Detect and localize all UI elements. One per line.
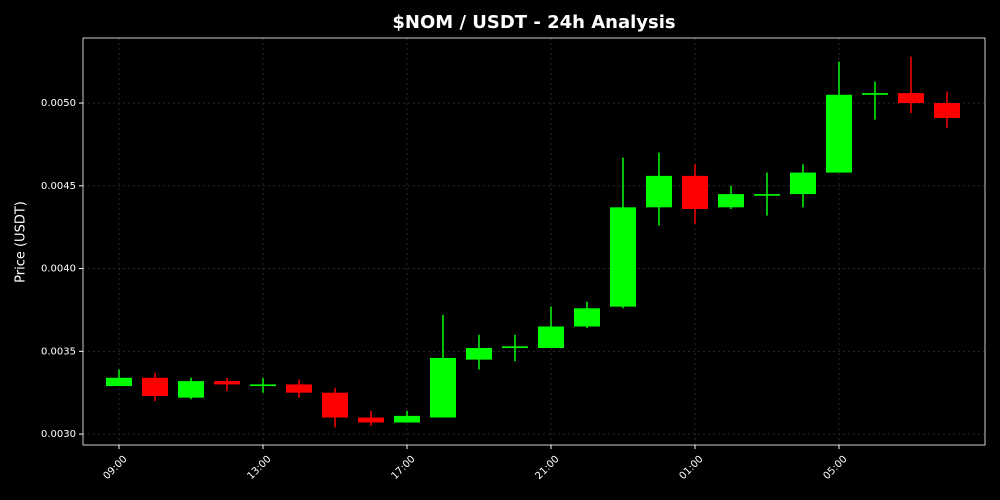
- y-tick-label: 0.0045: [41, 181, 76, 192]
- candle-body: [214, 381, 240, 385]
- y-tick-label: 0.0050: [41, 98, 76, 109]
- candle-body: [358, 417, 384, 423]
- candle-body: [826, 94, 852, 173]
- candle-body: [142, 377, 168, 397]
- candle-body: [466, 348, 492, 360]
- candle-body: [646, 175, 672, 208]
- y-tick-label: 0.0035: [41, 346, 76, 357]
- candle-body: [394, 415, 420, 423]
- candle-body: [610, 207, 636, 307]
- candle-body: [574, 308, 600, 327]
- plot-frame: [82, 37, 986, 446]
- y-axis-label: Price (USDT): [14, 201, 29, 283]
- candle-body: [286, 384, 312, 393]
- candle-body: [178, 381, 204, 398]
- y-tick-label: 0.0040: [41, 264, 76, 275]
- candle-body: [322, 392, 348, 418]
- candle-body: [430, 357, 456, 418]
- y-tick-label: 0.0030: [41, 429, 76, 440]
- candle-body: [862, 93, 888, 95]
- candle-body: [934, 103, 960, 118]
- candle-body: [682, 175, 708, 209]
- candle-body: [250, 384, 276, 387]
- candle-body: [718, 194, 744, 208]
- candle-body: [106, 377, 132, 387]
- candle-body: [538, 326, 564, 349]
- candle-body: [790, 172, 816, 195]
- chart-title: $NOM / USDT - 24h Analysis: [392, 12, 675, 33]
- candle-body: [898, 93, 924, 104]
- candle-body: [754, 194, 780, 196]
- candle-body: [502, 346, 528, 349]
